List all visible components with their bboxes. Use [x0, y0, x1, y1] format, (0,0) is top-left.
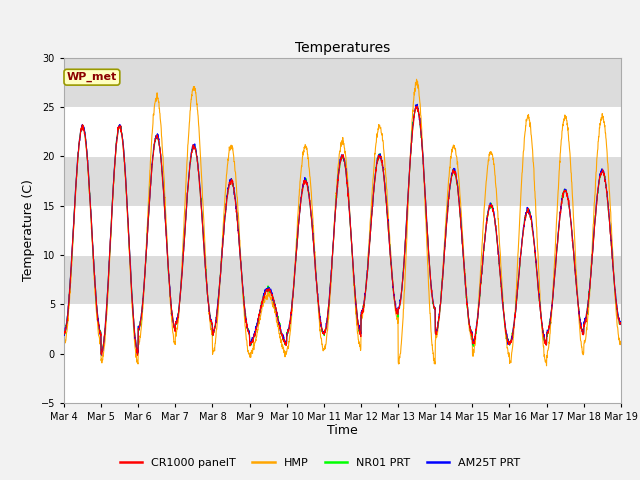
Legend: CR1000 panelT, HMP, NR01 PRT, AM25T PRT: CR1000 panelT, HMP, NR01 PRT, AM25T PRT: [115, 453, 525, 472]
Title: Temperatures: Temperatures: [295, 41, 390, 55]
Y-axis label: Temperature (C): Temperature (C): [22, 180, 35, 281]
Bar: [64, 255, 621, 304]
X-axis label: Time: Time: [327, 424, 358, 437]
Bar: [64, 58, 621, 107]
Bar: [64, 156, 621, 206]
Text: WP_met: WP_met: [67, 72, 117, 83]
